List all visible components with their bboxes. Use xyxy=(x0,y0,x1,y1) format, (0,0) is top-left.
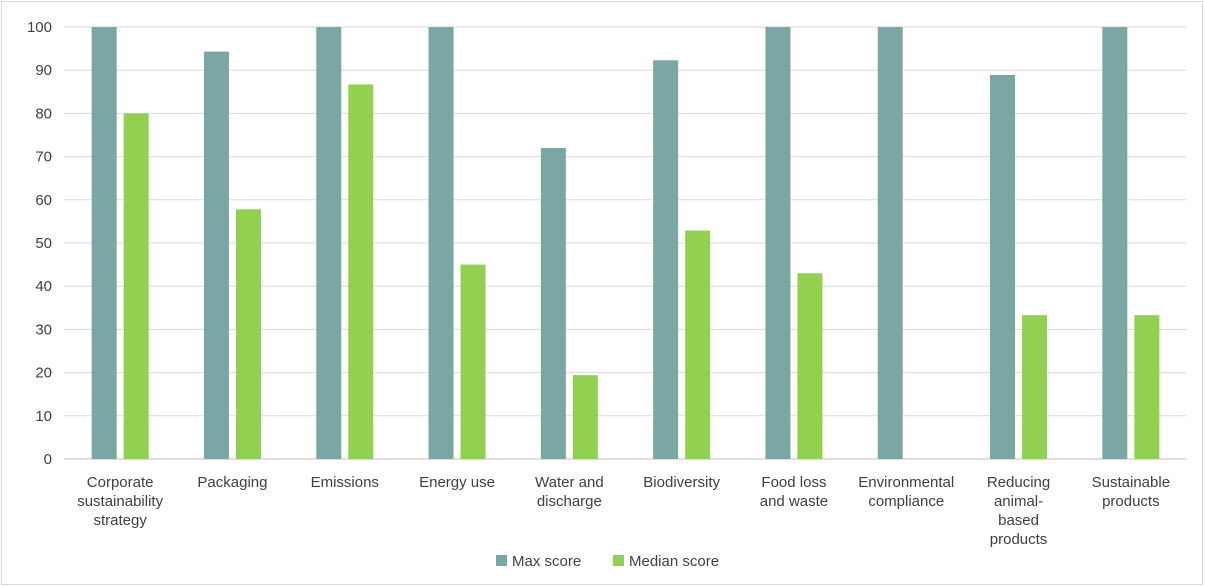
bar-max-score xyxy=(540,147,566,459)
bar-median-score xyxy=(1022,315,1048,459)
y-tick-label: 90 xyxy=(35,62,52,79)
y-tick-label: 100 xyxy=(27,19,52,36)
bar-median-score xyxy=(460,264,486,459)
x-category-label: Environmental compliance xyxy=(858,474,954,510)
bars xyxy=(91,27,1160,460)
y-tick-label: 80 xyxy=(35,105,52,122)
x-category-label: Reducing animal-based products xyxy=(987,474,1050,548)
x-category-label: Energy use xyxy=(419,474,495,491)
legend-label-median-score: Median score xyxy=(629,553,719,570)
x-category-label: Biodiversity xyxy=(643,474,720,491)
y-tick-label: 0 xyxy=(44,451,52,468)
bar-max-score xyxy=(1102,27,1128,459)
x-category-label: Water and discharge xyxy=(535,474,604,510)
x-category-label: Corporate sustainability strategy xyxy=(77,474,163,529)
legend-swatch-max-score xyxy=(496,555,507,566)
bar-max-score xyxy=(877,27,903,459)
x-category-label: Emissions xyxy=(311,474,379,491)
bar-median-score xyxy=(797,273,823,459)
y-tick-label: 30 xyxy=(35,321,52,338)
legend-swatch-median-score xyxy=(613,555,624,566)
y-tick-label: 70 xyxy=(35,149,52,166)
bar-max-score xyxy=(428,27,454,459)
x-category-label: Packaging xyxy=(197,474,267,491)
bar-median-score xyxy=(348,84,374,460)
bar-median-score xyxy=(685,230,711,459)
x-axis-category-labels: Corporate sustainability strategy Packaging… xyxy=(77,474,1170,548)
bar-median-score xyxy=(1134,315,1160,459)
legend-label-max-score: Max score xyxy=(512,553,581,570)
y-tick-label: 10 xyxy=(35,408,52,425)
bar-max-score xyxy=(203,51,229,460)
bar-max-score xyxy=(653,60,679,459)
bar-max-score xyxy=(765,27,791,459)
y-tick-label: 50 xyxy=(35,235,52,252)
y-tick-label: 40 xyxy=(35,278,52,295)
y-axis-tick-labels: 0 10 20 30 40 50 60 70 80 90 100 xyxy=(27,19,52,468)
bar-median-score xyxy=(235,209,261,459)
bar-max-score xyxy=(316,27,342,459)
y-tick-label: 60 xyxy=(35,192,52,209)
x-category-label: Food loss and waste xyxy=(760,474,828,510)
legend: Max score Median score xyxy=(496,553,719,570)
bar-median-score xyxy=(123,113,149,460)
bar-max-score xyxy=(91,27,117,459)
bar-max-score xyxy=(990,74,1016,460)
y-tick-label: 20 xyxy=(35,365,52,382)
x-category-label: Sustainable products xyxy=(1092,474,1170,510)
bar-median-score xyxy=(572,375,598,459)
